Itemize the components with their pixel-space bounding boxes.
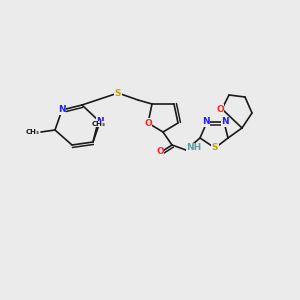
Text: S: S — [115, 88, 121, 98]
Text: N: N — [96, 118, 104, 127]
Text: N: N — [221, 118, 229, 127]
Text: O: O — [156, 148, 164, 157]
Text: N: N — [58, 106, 66, 115]
Text: CH₃: CH₃ — [92, 121, 106, 127]
Text: O: O — [144, 118, 152, 127]
Text: NH: NH — [186, 143, 201, 152]
Text: N: N — [202, 118, 210, 127]
Text: CH₃: CH₃ — [26, 129, 40, 135]
Text: S: S — [212, 143, 218, 152]
Text: O: O — [216, 104, 224, 113]
